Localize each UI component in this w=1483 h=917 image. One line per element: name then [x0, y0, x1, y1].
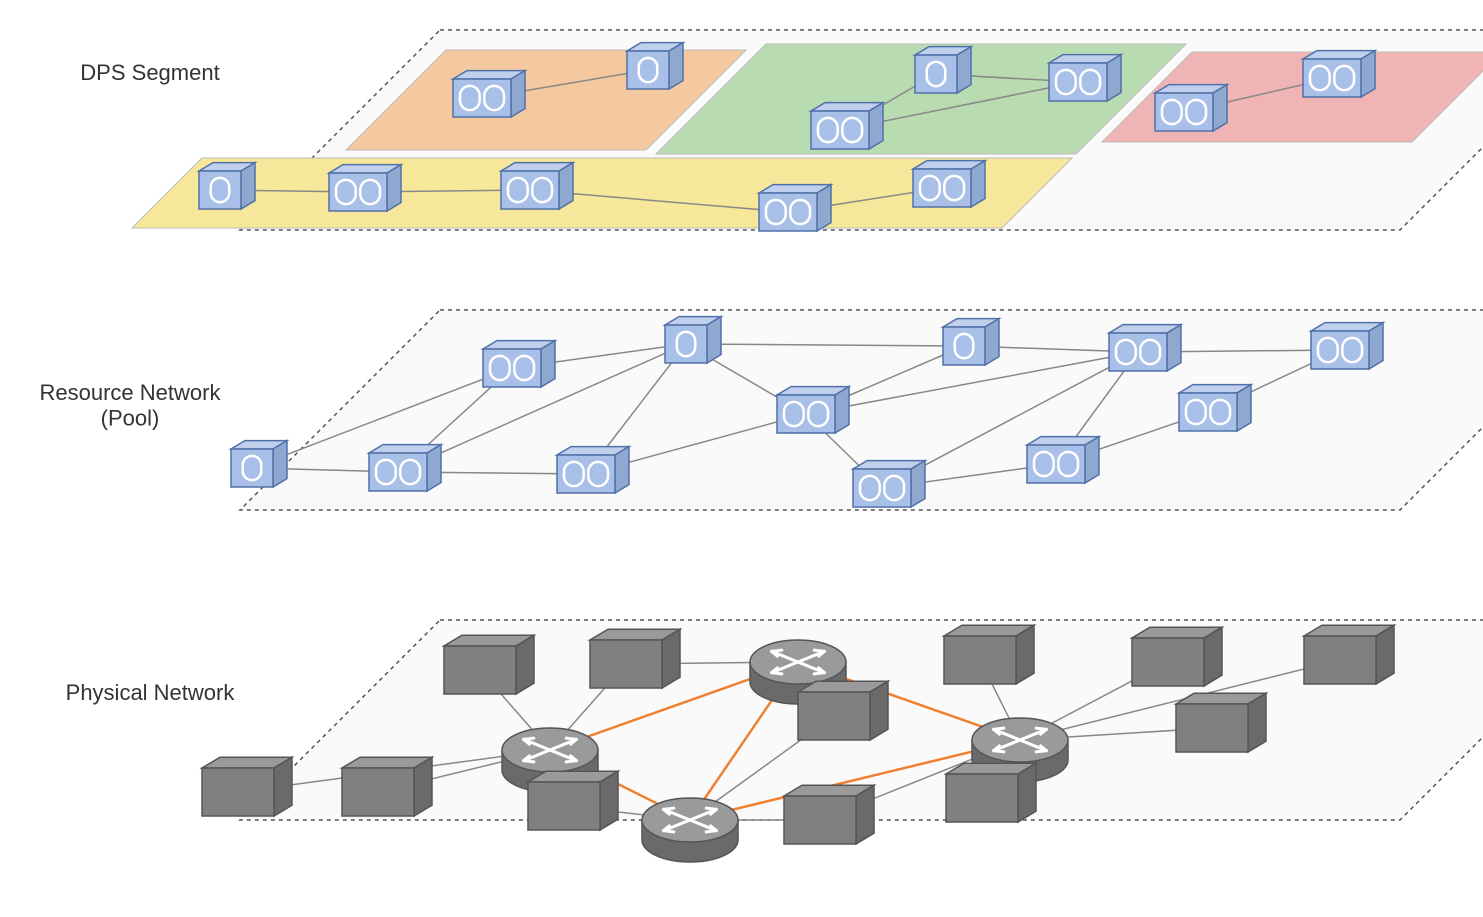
physical-node-icon: [202, 757, 292, 816]
virtual-node-icon: [1109, 325, 1181, 371]
virtual-node-icon: [329, 165, 401, 211]
virtual-node-icon: [943, 319, 999, 365]
architecture-diagram: DPS Segment Resource Network(Pool) Physica…: [0, 0, 1483, 917]
virtual-node-icon: [231, 441, 287, 487]
physical-node-icon: [944, 625, 1034, 684]
virtual-node-icon: [1303, 51, 1375, 97]
physical-node-icon: [342, 757, 432, 816]
physical-node-icon: [1176, 693, 1266, 752]
virtual-node-icon: [1027, 437, 1099, 483]
virtual-node-icon: [913, 161, 985, 207]
virtual-node-icon: [199, 163, 255, 209]
physical-node-icon: [1304, 625, 1394, 684]
virtual-node-icon: [759, 185, 831, 231]
virtual-node-icon: [501, 163, 573, 209]
virtual-node-icon: [665, 317, 721, 363]
physical-node-icon: [590, 629, 680, 688]
physical-node-icon: [444, 635, 534, 694]
virtual-node-icon: [811, 103, 883, 149]
virtual-node-icon: [1155, 85, 1227, 131]
label-dps: DPS Segment: [80, 60, 219, 85]
virtual-node-icon: [1179, 385, 1251, 431]
router-icon: [642, 798, 738, 862]
virtual-node-icon: [483, 341, 555, 387]
virtual-node-icon: [557, 447, 629, 493]
virtual-node-icon: [915, 47, 971, 93]
virtual-node-icon: [369, 445, 441, 491]
virtual-node-icon: [1311, 323, 1383, 369]
physical-node-icon: [946, 763, 1036, 822]
label-physical: Physical Network: [66, 680, 236, 705]
virtual-node-icon: [853, 461, 925, 507]
physical-node-icon: [528, 771, 618, 830]
virtual-node-icon: [1049, 55, 1121, 101]
virtual-node-icon: [777, 387, 849, 433]
physical-node-icon: [1132, 627, 1222, 686]
physical-node-icon: [784, 785, 874, 844]
virtual-node-icon: [627, 43, 683, 89]
label-resource: Resource Network(Pool): [40, 380, 222, 430]
physical-node-icon: [798, 681, 888, 740]
virtual-node-icon: [453, 71, 525, 117]
